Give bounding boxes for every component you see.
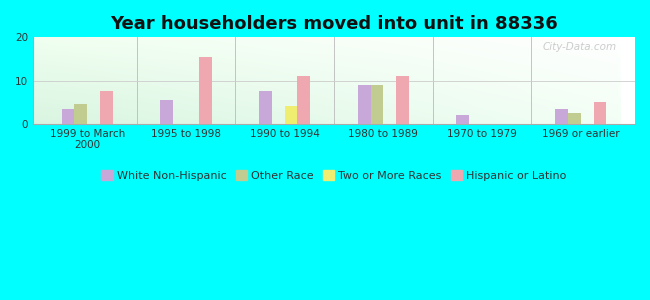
- Title: Year householders moved into unit in 88336: Year householders moved into unit in 883…: [110, 15, 558, 33]
- Bar: [370, 85, 383, 124]
- Bar: [161, 100, 173, 124]
- Bar: [358, 85, 370, 124]
- Bar: [568, 113, 580, 124]
- Bar: [259, 91, 272, 124]
- Bar: [298, 76, 310, 124]
- Bar: [456, 115, 469, 124]
- Bar: [593, 102, 606, 124]
- Bar: [396, 76, 409, 124]
- Legend: White Non-Hispanic, Other Race, Two or More Races, Hispanic or Latino: White Non-Hispanic, Other Race, Two or M…: [97, 166, 571, 185]
- Bar: [100, 91, 113, 124]
- Bar: [199, 57, 212, 124]
- Bar: [75, 104, 87, 124]
- Text: City-Data.com: City-Data.com: [543, 42, 617, 52]
- Bar: [285, 106, 298, 124]
- Bar: [62, 109, 75, 124]
- Bar: [555, 109, 568, 124]
